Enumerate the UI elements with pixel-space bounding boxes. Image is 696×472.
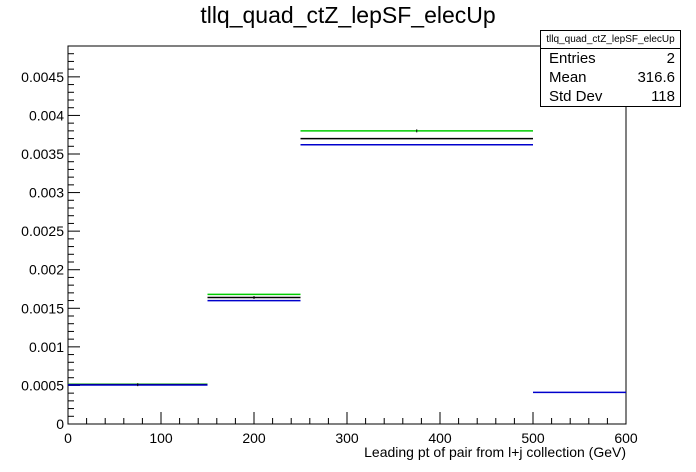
y-tick-label: 0.002 bbox=[29, 262, 64, 278]
stats-value: 2 bbox=[666, 50, 675, 67]
stats-label: Std Dev bbox=[549, 88, 603, 105]
y-tick-label: 0.0015 bbox=[21, 300, 64, 316]
stats-value: 316.6 bbox=[637, 69, 675, 86]
stats-box: tllq_quad_ctZ_lepSF_elecUp Entries 2 Mea… bbox=[540, 30, 681, 107]
stats-row-stddev: Std Dev 118 bbox=[541, 87, 680, 106]
y-tick-label: 0.004 bbox=[29, 107, 64, 123]
histogram-series bbox=[68, 129, 626, 394]
stats-label: Entries bbox=[549, 50, 596, 67]
stats-row-mean: Mean 316.6 bbox=[541, 68, 680, 87]
y-tick-label: 0.0035 bbox=[21, 146, 64, 162]
chart-title: tllq_quad_ctZ_lepSF_elecUp bbox=[200, 2, 496, 28]
x-tick-label: 500 bbox=[521, 430, 545, 446]
x-tick-label: 100 bbox=[149, 430, 173, 446]
x-tick-label: 200 bbox=[242, 430, 266, 446]
y-tick-label: 0.0045 bbox=[21, 69, 64, 85]
y-tick-label: 0 bbox=[56, 416, 64, 432]
stats-box-title: tllq_quad_ctZ_lepSF_elecUp bbox=[541, 31, 680, 49]
y-axis: 0 0.0005 0.001 0.0015 0.002 0.0025 0.003 0.0035… bbox=[21, 45, 80, 432]
y-tick-label: 0.003 bbox=[29, 185, 64, 201]
x-axis-label: Leading pt of pair from l+j collection (… bbox=[364, 444, 626, 460]
x-tick-label: 0 bbox=[64, 430, 72, 446]
y-tick-label: 0.001 bbox=[29, 339, 64, 355]
x-tick-label: 600 bbox=[614, 430, 638, 446]
y-tick-label: 0.0025 bbox=[21, 223, 64, 239]
y-tick-label: 0.0005 bbox=[21, 377, 64, 393]
stats-row-entries: Entries 2 bbox=[541, 49, 680, 68]
x-axis: 0 100 200 300 400 500 600 bbox=[64, 412, 638, 446]
x-tick-label: 300 bbox=[335, 430, 359, 446]
stats-label: Mean bbox=[549, 69, 587, 86]
x-tick-label: 400 bbox=[428, 430, 452, 446]
stats-value: 118 bbox=[651, 88, 675, 105]
